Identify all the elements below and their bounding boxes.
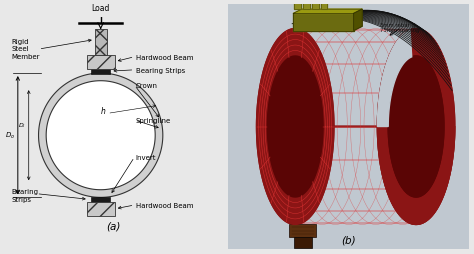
Polygon shape (256, 127, 455, 225)
Polygon shape (293, 10, 362, 14)
Text: (b): (b) (341, 234, 356, 244)
Bar (86, 202, 115, 216)
Polygon shape (256, 29, 455, 127)
Polygon shape (293, 14, 354, 31)
Polygon shape (354, 10, 362, 31)
Polygon shape (377, 31, 455, 225)
Text: 3mm rebar @
75mm spacing: 3mm rebar @ 75mm spacing (380, 22, 419, 33)
Polygon shape (38, 74, 163, 198)
Polygon shape (312, 3, 319, 10)
Polygon shape (312, 1, 321, 3)
Polygon shape (303, 3, 310, 10)
Text: $h$: $h$ (100, 104, 106, 115)
Polygon shape (388, 57, 444, 197)
Text: Invert: Invert (136, 154, 156, 160)
Text: Rigid
Steel
Member: Rigid Steel Member (11, 38, 40, 59)
Polygon shape (377, 31, 412, 127)
Polygon shape (256, 29, 334, 225)
Polygon shape (294, 1, 304, 3)
Polygon shape (267, 57, 323, 197)
Text: Hardwood Beam: Hardwood Beam (136, 202, 193, 208)
Bar (91, 69, 110, 74)
Polygon shape (46, 81, 155, 190)
Polygon shape (388, 57, 444, 197)
Text: Springline: Springline (136, 118, 171, 123)
Text: $D_o$: $D_o$ (5, 131, 15, 141)
Text: Hardwood Beam: Hardwood Beam (136, 55, 193, 60)
Text: (a): (a) (107, 220, 121, 230)
Polygon shape (320, 3, 328, 10)
Bar (91, 197, 110, 202)
Text: Load: Load (91, 4, 110, 13)
Bar (86, 55, 115, 69)
Text: Crown: Crown (136, 83, 157, 89)
Polygon shape (294, 3, 301, 10)
Text: $D_i$: $D_i$ (18, 120, 26, 129)
Polygon shape (320, 1, 330, 3)
Bar (294, 237, 311, 248)
Text: Bearing Strips: Bearing Strips (136, 68, 185, 73)
Bar (95, 30, 107, 55)
Polygon shape (377, 29, 455, 225)
Polygon shape (303, 1, 312, 3)
Bar (290, 225, 317, 237)
Text: Bearing
Strips: Bearing Strips (11, 189, 38, 202)
